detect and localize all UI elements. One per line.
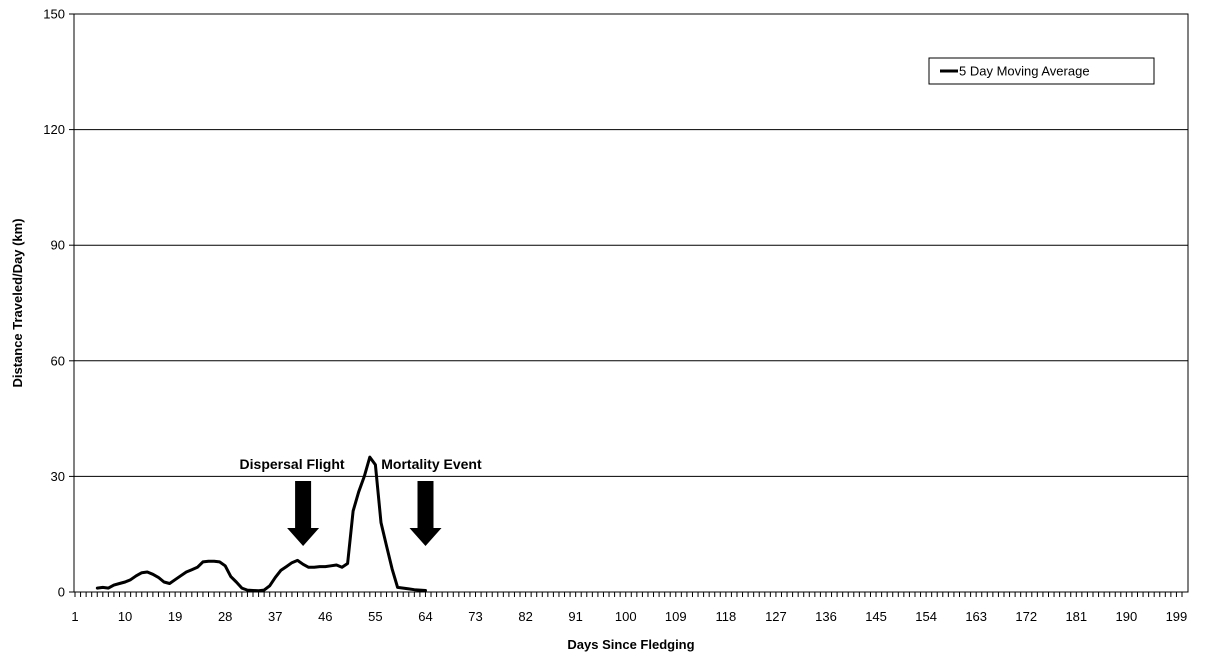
x-axis-tick-labels: 1 10 19 28 37 46 55 64 73 82 91 100 109 118 127 136 145 1… [71,609,1187,624]
annotation-label: Mortality Event [381,456,482,472]
y-tick-label: 30 [51,469,65,484]
x-tick-label: 46 [318,609,332,624]
plot-area-frame [73,13,1189,593]
annotation-arrow [287,481,320,546]
annotation-arrow [409,481,442,546]
y-axis-title: Distance Traveled/Day (km) [10,218,25,387]
annotation-layer: Dispersal Flight Mortality Event [240,456,482,546]
x-tick-label: 82 [518,609,532,624]
gridlines [74,129,1188,477]
x-tick-label: 10 [118,609,132,624]
x-tick-label: 136 [815,609,837,624]
x-tick-label: 64 [418,609,432,624]
legend-label: 5 Day Moving Average [959,64,1090,79]
legend: 5 Day Moving Average [928,57,1155,85]
x-axis-ticks [74,592,1183,597]
annotation-label: Dispersal Flight [240,456,345,472]
x-tick-label: 190 [1116,609,1138,624]
y-axis-tick-labels: 0 30 60 90 120 150 [43,7,65,600]
x-tick-label: 37 [268,609,282,624]
x-tick-label: 163 [965,609,987,624]
x-tick-label: 28 [218,609,232,624]
x-tick-label: 172 [1015,609,1037,624]
x-tick-label: 181 [1065,609,1087,624]
plot-area [73,13,1189,593]
x-axis-title: Days Since Fledging [567,637,694,652]
x-tick-label: 73 [468,609,482,624]
y-tick-label: 120 [43,122,65,137]
x-tick-label: 127 [765,609,787,624]
x-tick-label: 145 [865,609,887,624]
x-tick-label: 118 [715,609,736,624]
y-axis-ticks [69,13,74,593]
x-tick-label: 109 [665,609,687,624]
x-tick-label: 55 [368,609,382,624]
x-tick-label: 91 [568,609,582,624]
x-tick-label: 199 [1166,609,1188,624]
y-tick-label: 90 [51,238,65,253]
x-tick-label: 1 [71,609,78,624]
y-tick-label: 150 [43,7,65,22]
series-line [95,455,427,593]
legend-box [928,57,1155,85]
x-tick-label: 19 [168,609,182,624]
y-tick-label: 0 [58,585,65,600]
series-layer [95,455,427,593]
y-tick-label: 60 [51,353,65,368]
x-tick-label: 100 [615,609,637,624]
x-tick-label: 154 [915,609,937,624]
